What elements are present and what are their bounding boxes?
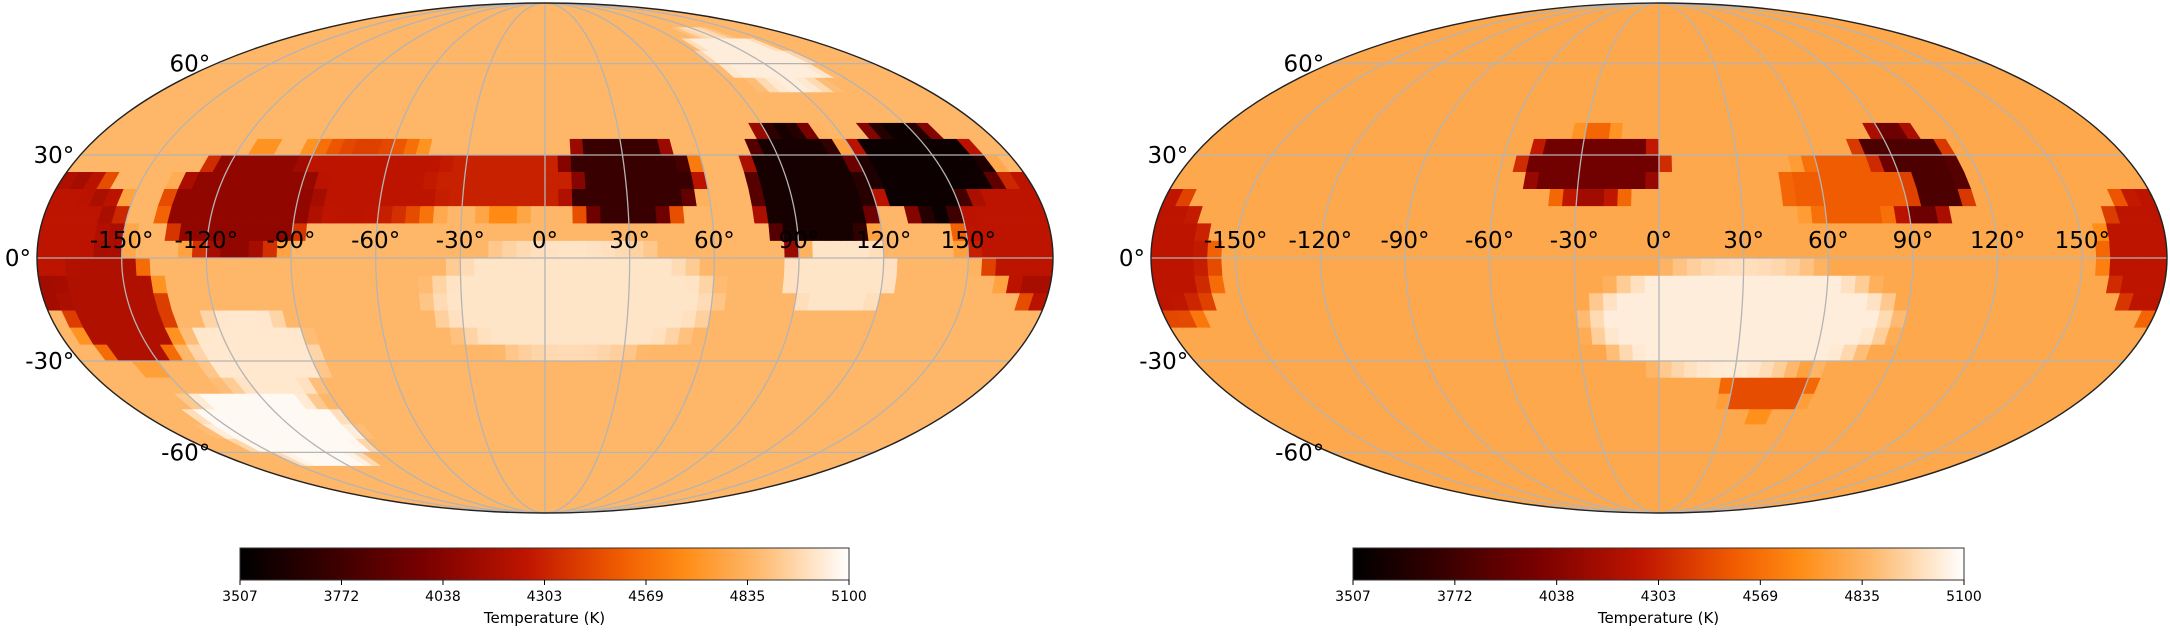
lon-tick-label: 0° <box>1646 228 1672 254</box>
lon-tick-label: 30° <box>609 228 650 254</box>
colorbar-gradient <box>239 547 850 581</box>
lat-tick-label: -30° <box>1139 349 1188 375</box>
lat-tick-label: 60° <box>1283 52 1324 78</box>
temperature-cells <box>1151 3 2167 513</box>
lon-tick-label: -30° <box>1550 228 1599 254</box>
graticule <box>37 3 1053 513</box>
lon-tick-label: -90° <box>266 228 315 254</box>
colorbar-tick-label: 4303 <box>527 589 563 605</box>
colorbar-tick-label: 4038 <box>1539 589 1575 605</box>
lon-tick-label: -60° <box>351 228 400 254</box>
map-outline <box>1150 2 2168 514</box>
lon-tick-label: 30° <box>1723 228 1764 254</box>
colorbar: 3507 3772 4038 4303 4569 4835 5100 Temperature … <box>222 547 867 627</box>
lat-tick-label: 0° <box>5 246 31 272</box>
colorbar-tick-label: 4303 <box>1641 589 1677 605</box>
colorbar-tick-label: 3772 <box>324 589 360 605</box>
colorbar-tick-label: 4835 <box>1844 589 1880 605</box>
colorbar: 3507 3772 4038 4303 4569 4835 5100 Temperature … <box>1335 547 1982 627</box>
colorbar-tick-label: 3772 <box>1437 589 1473 605</box>
colorbar-label: Temperature (K) <box>1597 609 1719 627</box>
lon-tick-label: 0° <box>532 228 558 254</box>
lon-tick-label: -30° <box>436 228 485 254</box>
lon-tick-label: 60° <box>694 228 735 254</box>
lat-tick-label: 60° <box>169 52 210 78</box>
colorbar-tick-label: 4835 <box>730 589 766 605</box>
colorbar-tick-label: 5100 <box>831 589 867 605</box>
lon-tick-label: -60° <box>1465 228 1514 254</box>
map-panel-2: 60° 30° 0° -30° -60° -150° -120° -90° -60° -30° 0°… <box>1119 2 2168 514</box>
lat-tick-label: 30° <box>1148 143 1189 169</box>
lat-tick-label: -60° <box>1275 440 1324 466</box>
lat-tick-label: -60° <box>161 440 210 466</box>
colorbar-tick-label: 3507 <box>222 589 258 605</box>
colorbar-tick-label: 4569 <box>628 589 664 605</box>
lon-tick-label: 90° <box>779 228 820 254</box>
graticule <box>1151 3 2167 513</box>
map-outline <box>36 2 1054 514</box>
lon-tick-label: -120° <box>1288 228 1352 254</box>
temperature-cells <box>37 3 1053 513</box>
colorbar-tick-label: 4569 <box>1743 589 1779 605</box>
map-panel-1: 60° 30° 0° -30° -60° -150° -120° -90° -60° -30° 0°… <box>5 2 1054 514</box>
colorbar-gradient <box>1352 547 1965 581</box>
lon-tick-label: -150° <box>90 228 154 254</box>
lon-tick-label: 120° <box>856 228 911 254</box>
lon-tick-label: 120° <box>1970 228 2025 254</box>
lat-tick-label: -30° <box>25 349 74 375</box>
colorbar-tick-label: 4038 <box>425 589 461 605</box>
lon-tick-label: 150° <box>941 228 996 254</box>
lon-tick-label: -120° <box>174 228 238 254</box>
lon-tick-label: 60° <box>1808 228 1849 254</box>
lat-tick-label: 30° <box>34 143 75 169</box>
lon-tick-label: -90° <box>1380 228 1429 254</box>
lat-tick-label: 0° <box>1119 246 1145 272</box>
colorbar-tick-label: 3507 <box>1335 589 1371 605</box>
lon-tick-label: 150° <box>2055 228 2110 254</box>
lon-tick-label: -150° <box>1204 228 1268 254</box>
colorbar-tick-label: 5100 <box>1946 589 1982 605</box>
colorbar-label: Temperature (K) <box>483 609 605 627</box>
lon-tick-label: 90° <box>1893 228 1934 254</box>
